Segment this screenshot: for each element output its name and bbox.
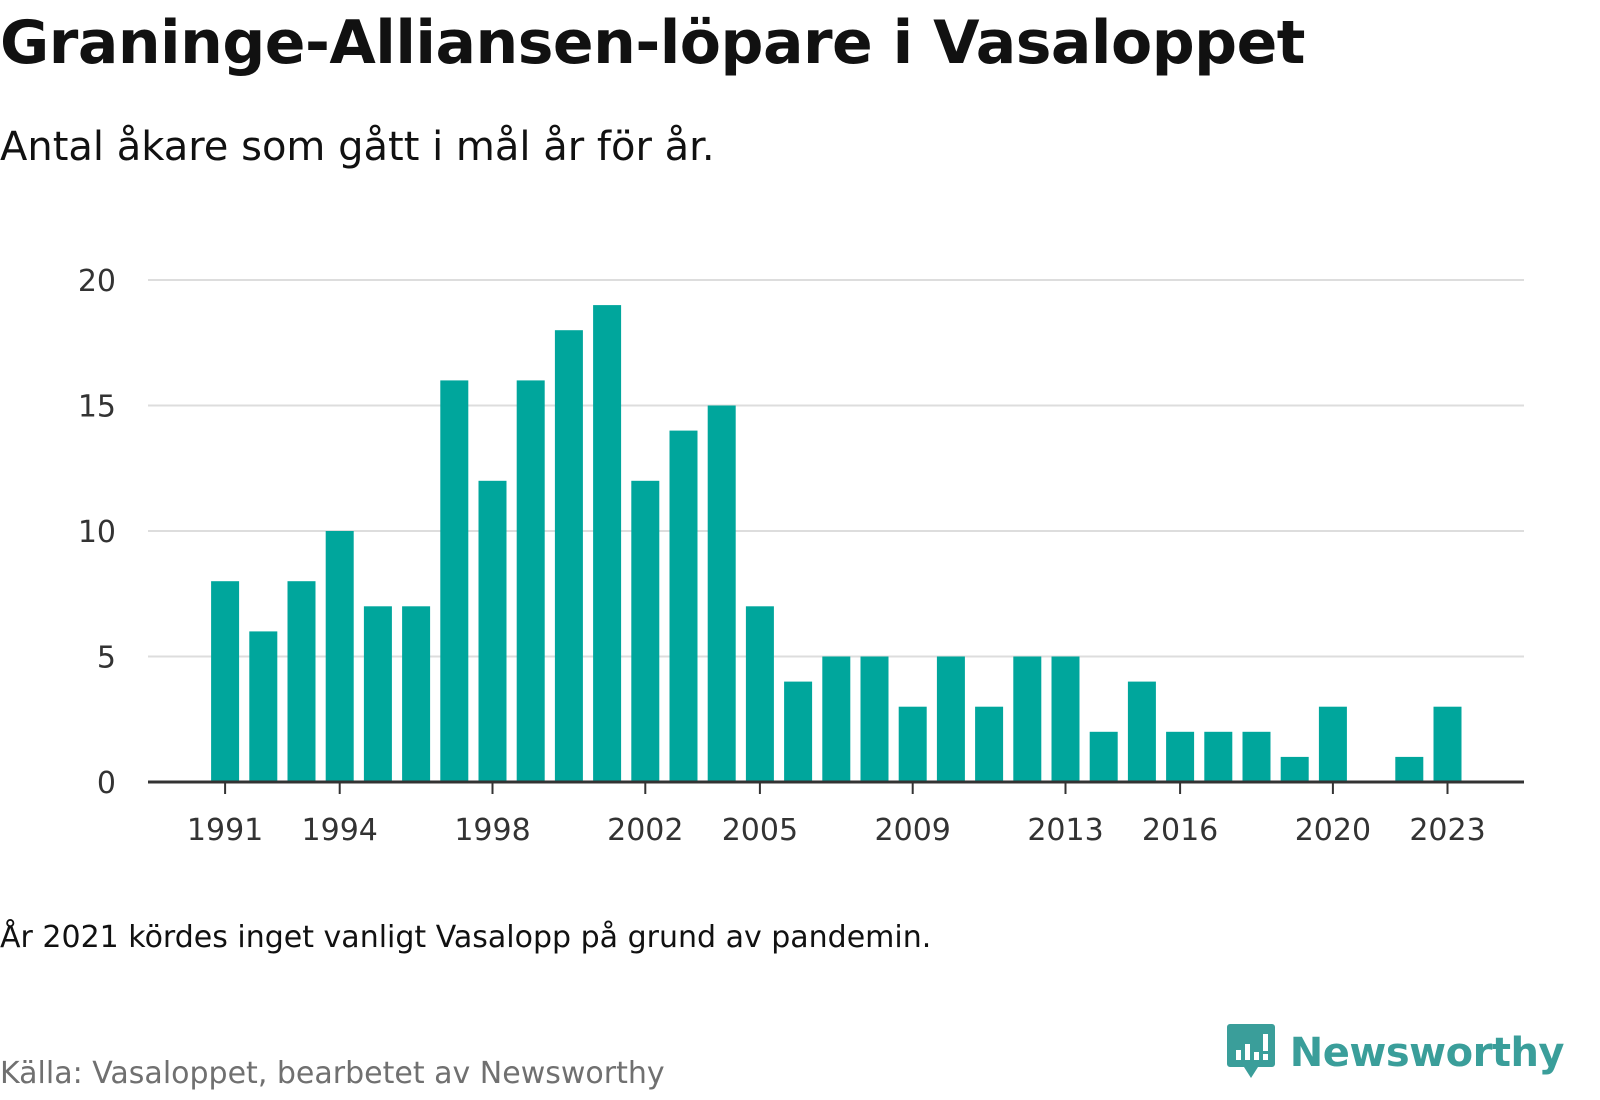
bar-2008 xyxy=(860,656,889,782)
bar-1996 xyxy=(402,606,431,782)
bar-2022 xyxy=(1395,756,1424,782)
bar-2017 xyxy=(1204,731,1233,782)
newsworthy-logo-icon xyxy=(1226,1022,1276,1084)
source-label: Källa: Vasaloppet, bearbetet av Newswort… xyxy=(0,1056,665,1091)
bar-1999 xyxy=(516,380,545,782)
x-tick-label: 2023 xyxy=(1409,813,1485,848)
bar-1992 xyxy=(249,631,278,782)
bar-2010 xyxy=(936,656,965,782)
chart-title: Graninge-Alliansen-löpare i Vasaloppet xyxy=(0,8,1305,78)
x-tick-label: 2020 xyxy=(1295,813,1371,848)
bar-2019 xyxy=(1280,756,1309,782)
x-tick-label: 1998 xyxy=(454,813,530,848)
bar-chart: 0 5 10 15 20 1991 1994 1998 2002 2005 2009 2013 201… xyxy=(78,264,1524,848)
chart-subtitle: Antal åkare som gått i mål år för år. xyxy=(0,124,715,170)
bar-2014 xyxy=(1089,731,1118,782)
brand-logo: Newsworthy xyxy=(1226,1022,1565,1084)
y-tick-labels: 0 5 10 15 20 xyxy=(78,264,116,801)
bar-2015 xyxy=(1127,681,1156,782)
x-axis xyxy=(148,780,1524,794)
x-tick-label: 2002 xyxy=(607,813,683,848)
x-tick-labels: 1991 1994 1998 2002 2005 2009 2013 2016 2020 2023 xyxy=(187,813,1486,848)
bar-2009 xyxy=(898,706,927,782)
bar-2002 xyxy=(631,480,660,782)
bar-2018 xyxy=(1242,731,1271,782)
bar-1995 xyxy=(363,606,392,782)
y-tick-label: 20 xyxy=(78,264,116,299)
bar-2007 xyxy=(822,656,851,782)
x-tick-label: 1991 xyxy=(187,813,263,848)
bar-2023 xyxy=(1433,706,1462,782)
bar-2016 xyxy=(1166,731,1195,782)
y-tick-label: 5 xyxy=(97,641,116,676)
x-tick-label: 2005 xyxy=(722,813,798,848)
bar-2005 xyxy=(745,606,774,782)
x-tick-label: 2009 xyxy=(875,813,951,848)
bar-2012 xyxy=(1013,656,1042,782)
bar-2006 xyxy=(784,681,813,782)
bar-1993 xyxy=(287,581,316,782)
bar-2004 xyxy=(707,405,736,782)
bar-2011 xyxy=(975,706,1004,782)
brand-name: Newsworthy xyxy=(1289,1030,1565,1076)
y-tick-label: 10 xyxy=(78,515,116,550)
bar-2001 xyxy=(593,305,622,782)
bar-1998 xyxy=(478,480,507,782)
y-tick-label: 15 xyxy=(78,390,116,425)
bar-2020 xyxy=(1318,706,1347,782)
chart-note: År 2021 kördes inget vanligt Vasalopp på… xyxy=(0,920,932,955)
x-tick-label: 2013 xyxy=(1027,813,1103,848)
bars xyxy=(211,305,1462,782)
x-tick-label: 2016 xyxy=(1142,813,1218,848)
x-tick-label: 1994 xyxy=(302,813,378,848)
gridlines xyxy=(148,279,1524,658)
bar-1991 xyxy=(211,581,240,782)
y-tick-label: 0 xyxy=(97,766,116,801)
bar-2003 xyxy=(669,430,698,782)
bar-1997 xyxy=(440,380,469,782)
bar-1994 xyxy=(325,531,354,782)
bar-2013 xyxy=(1051,656,1080,782)
bar-2000 xyxy=(554,330,583,782)
